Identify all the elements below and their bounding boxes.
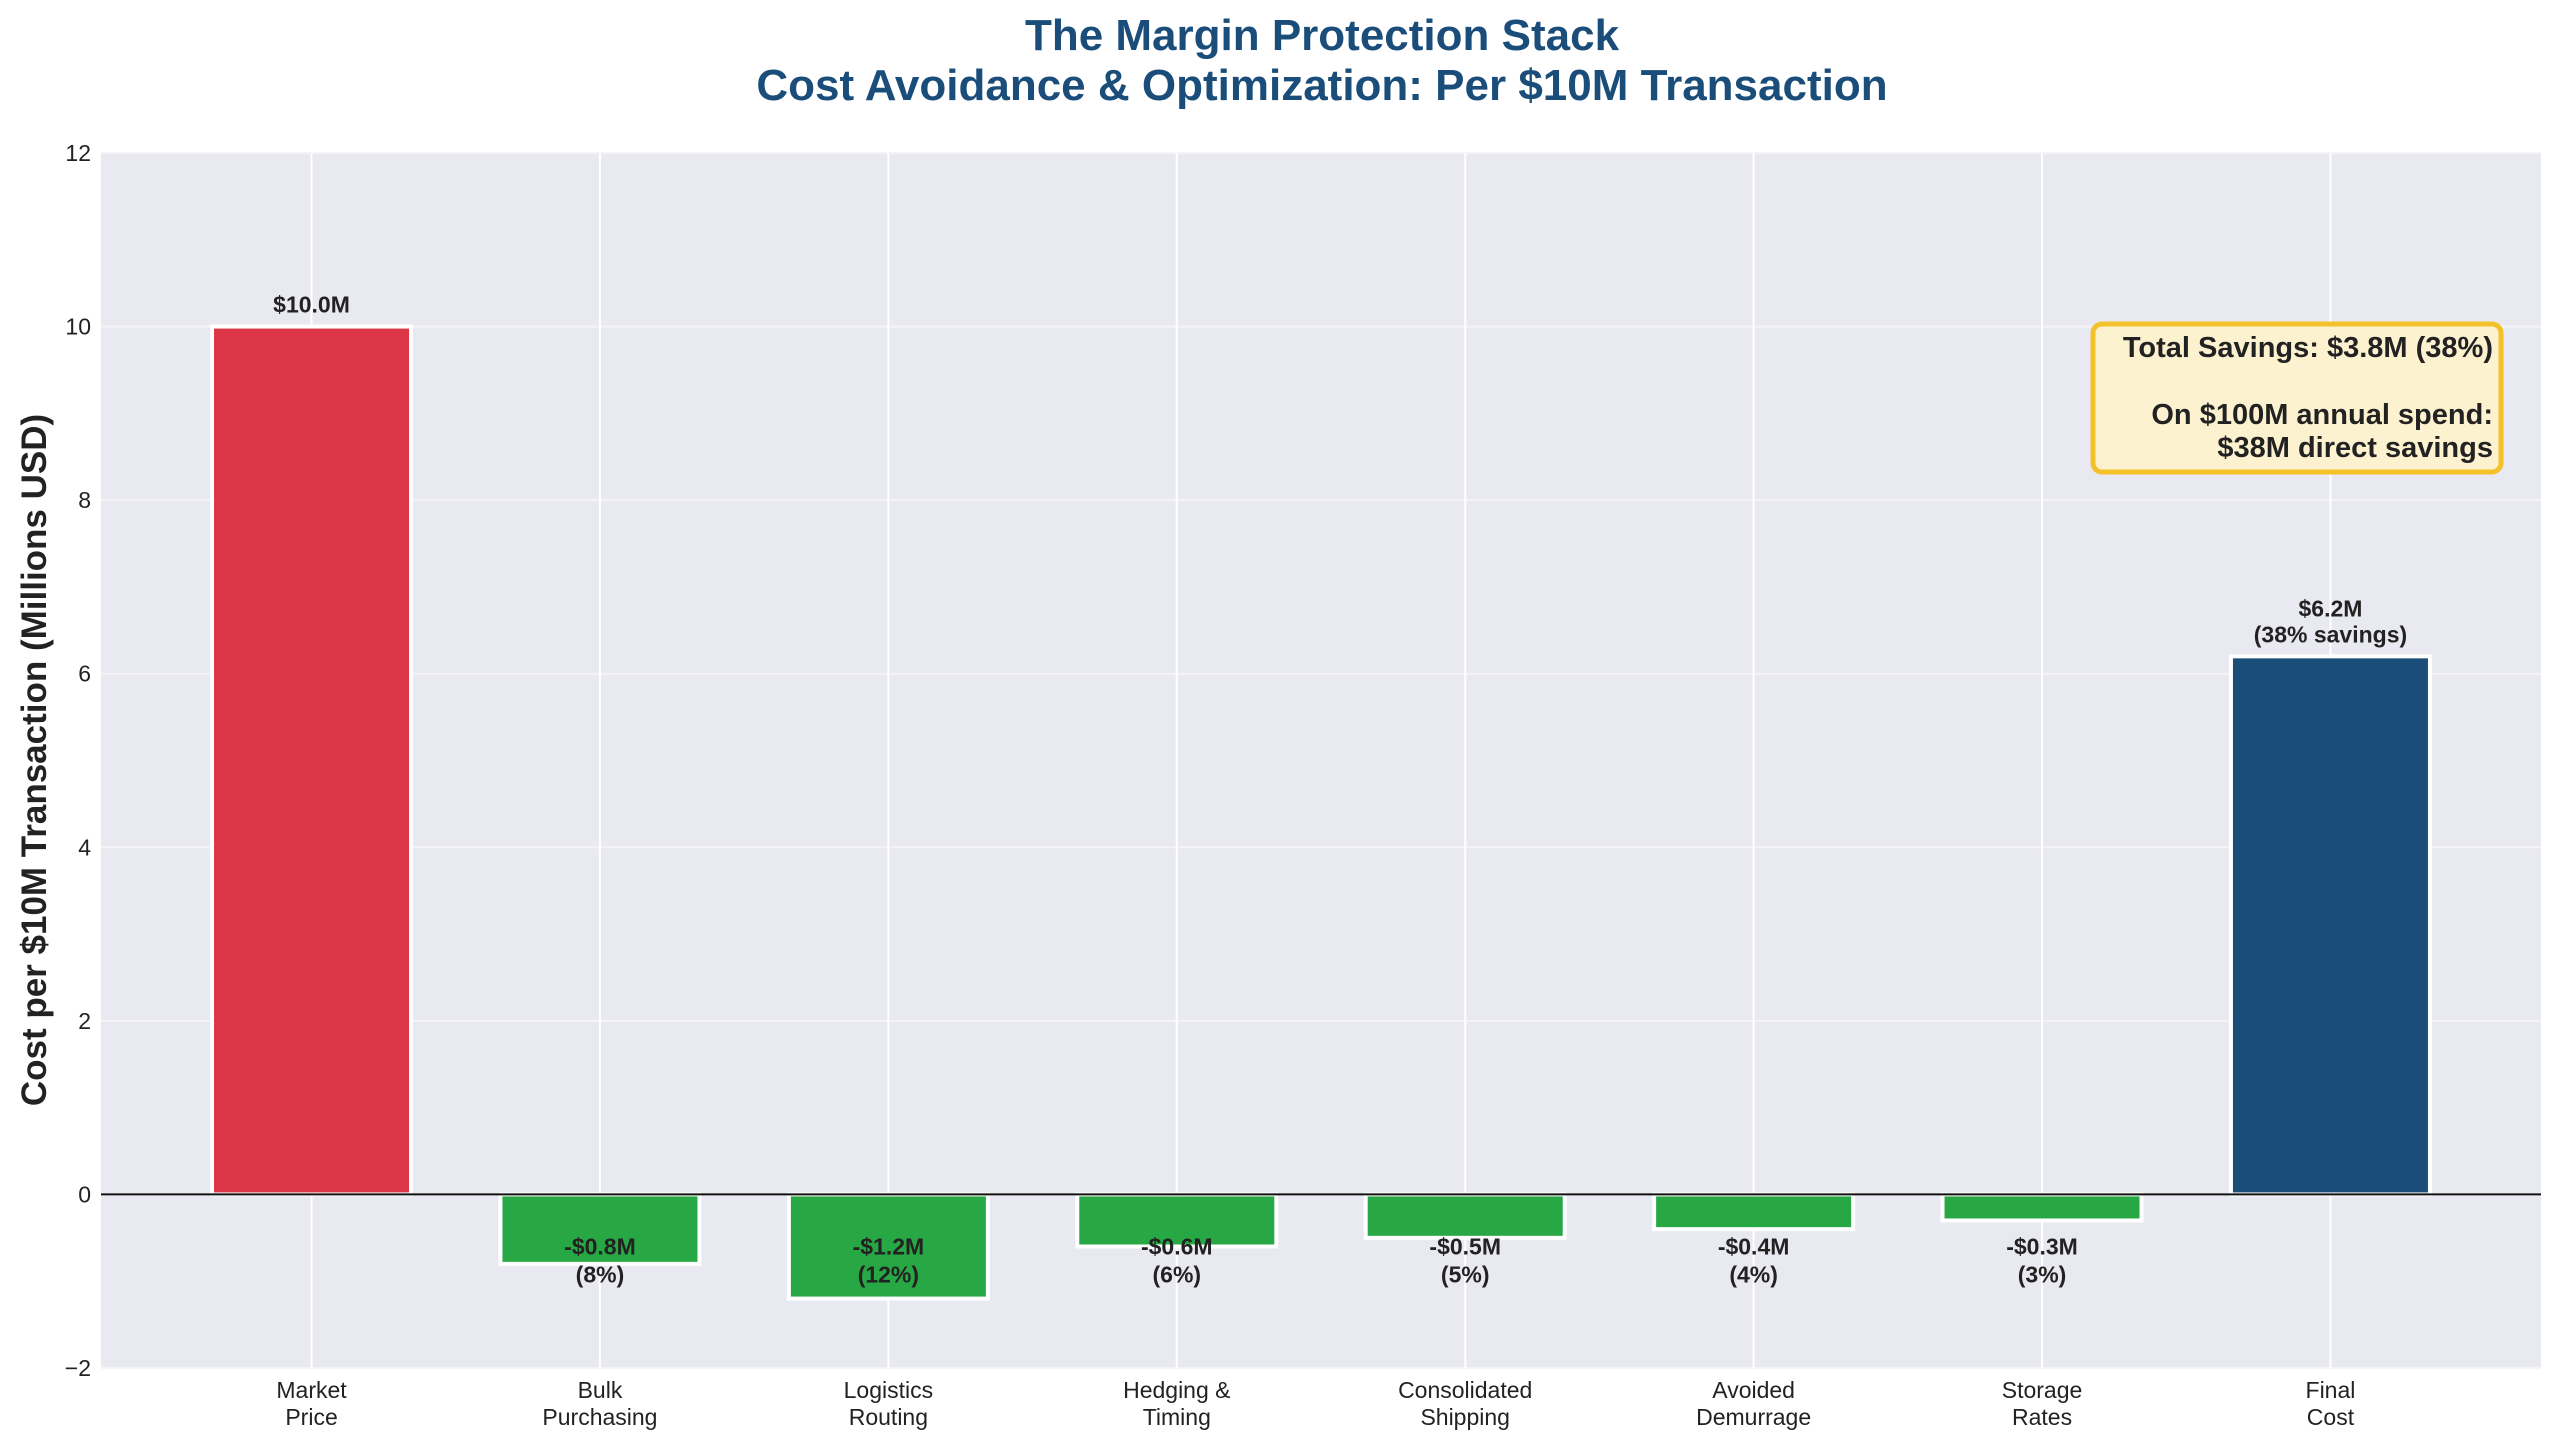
annotation-line-1: Total Savings: $3.8M (38%) — [2123, 332, 2493, 364]
x-tick-label: Storage — [2002, 1377, 2083, 1403]
bar — [498, 1192, 702, 1266]
x-tick-label: Price — [285, 1404, 337, 1430]
data-label: (5%) — [1441, 1262, 1490, 1288]
bar — [1940, 1192, 2144, 1223]
y-tick-label: −2 — [65, 1355, 91, 1381]
data-label: $10.0M — [273, 292, 350, 318]
x-tick-label: Demurrage — [1696, 1404, 1811, 1430]
bar — [1652, 1192, 1856, 1232]
x-tick-label: Cost — [2307, 1404, 2355, 1430]
data-label: -$0.3M — [2006, 1234, 2078, 1260]
bar — [1363, 1192, 1567, 1240]
data-label: (8%) — [576, 1262, 625, 1288]
data-label: (6%) — [1153, 1262, 1202, 1288]
data-label: (12%) — [858, 1262, 919, 1288]
annotation-line-3: On $100M annual spend: — [2151, 399, 2493, 431]
x-tick-label: Consolidated — [1398, 1377, 1532, 1403]
y-axis-label: Cost per $10M Transaction (Millions USD) — [15, 414, 54, 1106]
annotation-line-4: $38M direct savings — [2217, 432, 2493, 464]
data-labels: $10.0M -$0.8M(8%) -$1.2M(12%) -$0.6M(6%) -$0… — [273, 292, 2407, 1288]
data-label: -$1.2M — [853, 1234, 925, 1260]
x-tick-label: Timing — [1143, 1404, 1211, 1430]
x-tick-label: Hedging & — [1123, 1377, 1230, 1403]
x-tick-label: Shipping — [1420, 1404, 1510, 1430]
data-label: -$0.8M — [564, 1234, 636, 1260]
bar — [210, 324, 414, 1197]
y-axis-ticks: −2 0 2 4 6 8 10 12 — [65, 140, 91, 1381]
bar — [2228, 654, 2432, 1197]
annotation-box — [2090, 321, 2504, 475]
bar — [786, 1192, 990, 1301]
chart-title: The Margin Protection Stack — [1025, 11, 1620, 60]
y-tick-label: 12 — [65, 140, 91, 166]
bar — [1075, 1192, 1279, 1249]
x-tick-label: Rates — [2012, 1404, 2072, 1430]
data-label: (4%) — [1729, 1262, 1778, 1288]
y-tick-label: 8 — [78, 487, 91, 513]
x-tick-label: Avoided — [1712, 1377, 1795, 1403]
y-tick-label: 6 — [78, 661, 91, 687]
x-tick-label: Purchasing — [542, 1404, 657, 1430]
data-label: -$0.5M — [1429, 1234, 1501, 1260]
y-tick-label: 0 — [78, 1181, 91, 1207]
data-label: (38% savings) — [2254, 621, 2407, 647]
bars — [210, 324, 2432, 1301]
data-label: $6.2M — [2298, 595, 2362, 621]
y-tick-label: 4 — [78, 834, 91, 860]
x-tick-label: Final — [2306, 1377, 2356, 1403]
x-tick-label: Market — [276, 1377, 347, 1403]
data-label: (3%) — [2018, 1262, 2067, 1288]
x-tick-label: Bulk — [578, 1377, 623, 1403]
x-tick-label: Logistics — [844, 1377, 933, 1403]
x-tick-label: Routing — [849, 1404, 928, 1430]
savings-annotation: Total Savings: $3.8M (38%) On $100M annu… — [2090, 321, 2504, 475]
data-label: -$0.4M — [1718, 1234, 1790, 1260]
data-label: -$0.6M — [1141, 1234, 1213, 1260]
chart-subtitle: Cost Avoidance & Optimization: Per $10M … — [756, 61, 1887, 110]
y-tick-label: 2 — [78, 1008, 91, 1034]
y-tick-label: 10 — [65, 314, 91, 340]
